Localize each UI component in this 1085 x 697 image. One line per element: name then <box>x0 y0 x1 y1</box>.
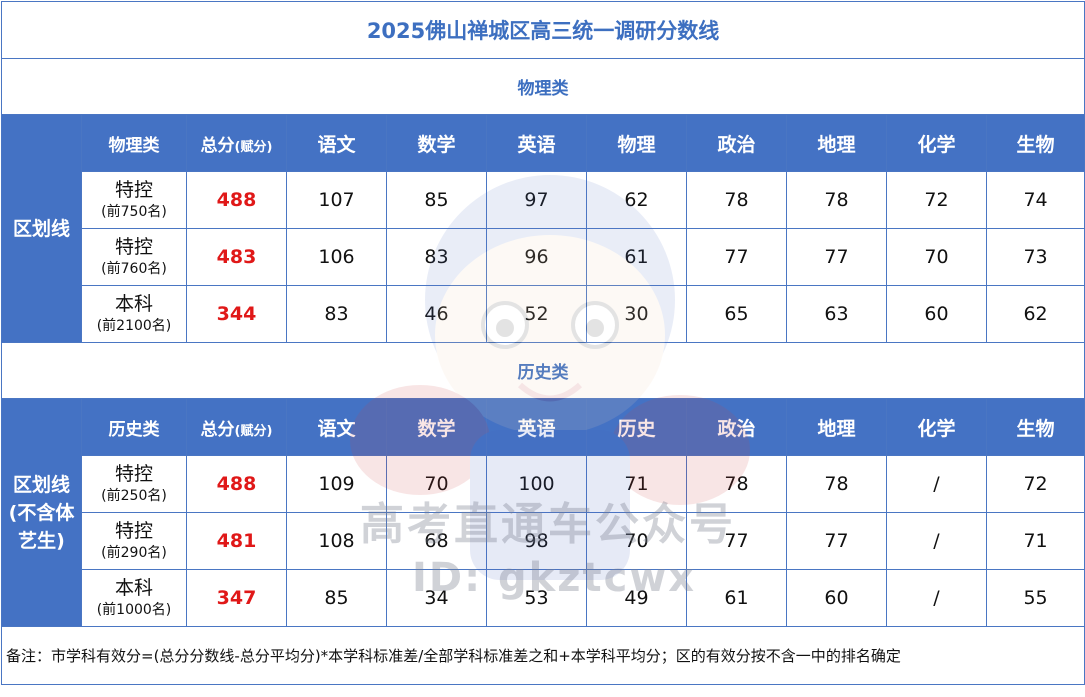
score-cell: 62 <box>985 285 1085 343</box>
total-score: 347 <box>186 569 287 627</box>
score-cell: 34 <box>386 569 487 627</box>
physics-math-header: 数学 <box>386 114 487 172</box>
history-math-header: 数学 <box>386 398 487 456</box>
score-cell: 61 <box>686 569 787 627</box>
score-cell: 97 <box>486 171 587 229</box>
history-english-header: 英语 <box>486 398 587 456</box>
score-cell: 71 <box>985 512 1085 570</box>
level-cell: 特控 (前750名) <box>81 171 187 229</box>
score-cell: 74 <box>985 171 1085 229</box>
score-cell: 61 <box>586 228 687 286</box>
table-row: 本科 (前2100名) 344 83 46 52 30 65 63 60 62 <box>2 285 1085 343</box>
history-category-header: 历史类 <box>81 398 187 456</box>
score-cell: / <box>886 512 987 570</box>
physics-header-row: 区划线 物理类 总分(赋分) 语文 数学 英语 物理 政治 地理 化学 生物 <box>1 114 1085 343</box>
score-cell: 78 <box>686 455 787 513</box>
score-cell: 77 <box>786 228 887 286</box>
level-cell: 本科 (前1000名) <box>81 569 187 627</box>
score-cell: 83 <box>286 285 387 343</box>
table-row: 特控 (前290名) 481 108 68 98 70 77 77 / 71 <box>2 512 1085 570</box>
score-cell: 108 <box>286 512 387 570</box>
score-cell: 72 <box>985 455 1085 513</box>
score-cell: 62 <box>586 171 687 229</box>
physics-english-header: 英语 <box>486 114 587 172</box>
physics-total-header: 总分(赋分) <box>186 114 287 172</box>
score-cell: 77 <box>686 512 787 570</box>
score-cell: 78 <box>686 171 787 229</box>
score-cell: 30 <box>586 285 687 343</box>
score-cell: 55 <box>985 569 1085 627</box>
score-cell: 65 <box>686 285 787 343</box>
total-score: 488 <box>186 455 287 513</box>
score-cell: 77 <box>686 228 787 286</box>
level-cell: 特控 (前760名) <box>81 228 187 286</box>
score-cell: 71 <box>586 455 687 513</box>
score-cell: 98 <box>486 512 587 570</box>
table-row: 特控 (前250名) 488 109 70 100 71 78 78 / 72 <box>2 455 1085 513</box>
page-title: 2025佛山禅城区高三统一调研分数线 <box>0 1 1085 59</box>
physics-category-header: 物理类 <box>81 114 187 172</box>
history-chemistry-header: 化学 <box>886 398 987 456</box>
history-politics-header: 政治 <box>686 398 787 456</box>
history-header-row: 区划线 (不含体 艺生) 历史类 总分(赋分) 语文 数学 英语 历史 政治 地… <box>1 398 1085 627</box>
score-cell: 63 <box>786 285 887 343</box>
physics-section-title: 物理类 <box>0 58 1085 115</box>
score-cell: 77 <box>786 512 887 570</box>
score-cell: 109 <box>286 455 387 513</box>
score-cell: 52 <box>486 285 587 343</box>
table-row: 特控 (前760名) 483 106 83 96 61 77 77 70 73 <box>2 228 1085 286</box>
score-cell: 68 <box>386 512 487 570</box>
history-total-header: 总分(赋分) <box>186 398 287 456</box>
score-cell: 53 <box>486 569 587 627</box>
score-cell: 107 <box>286 171 387 229</box>
total-score: 488 <box>186 171 287 229</box>
physics-geography-header: 地理 <box>786 114 887 172</box>
score-cell: 96 <box>486 228 587 286</box>
history-history-header: 历史 <box>586 398 687 456</box>
history-chinese-header: 语文 <box>286 398 387 456</box>
score-cell: 70 <box>886 228 987 286</box>
physics-chemistry-header: 化学 <box>886 114 987 172</box>
table-row: 本科 (前1000名) 347 85 34 53 49 61 60 / 55 <box>2 569 1085 627</box>
score-cell: 70 <box>386 455 487 513</box>
score-cell: 85 <box>286 569 387 627</box>
footnote: 备注：市学科有效分=(总分分数线-总分平均分)*本学科标准差/全部学科标准差之和… <box>0 626 1085 685</box>
score-cell: 78 <box>786 171 887 229</box>
total-score: 481 <box>186 512 287 570</box>
history-biology-header: 生物 <box>985 398 1085 456</box>
history-region-label: 区划线 (不含体 艺生) <box>1 398 82 627</box>
score-cell: / <box>886 455 987 513</box>
score-cell: 46 <box>386 285 487 343</box>
physics-physics-header: 物理 <box>586 114 687 172</box>
score-cell: 72 <box>886 171 987 229</box>
physics-region-label: 区划线 <box>1 114 82 343</box>
score-cell: 73 <box>985 228 1085 286</box>
physics-politics-header: 政治 <box>686 114 787 172</box>
physics-biology-header: 生物 <box>985 114 1085 172</box>
score-cell: 83 <box>386 228 487 286</box>
score-cell: 78 <box>786 455 887 513</box>
physics-chinese-header: 语文 <box>286 114 387 172</box>
score-cell: 106 <box>286 228 387 286</box>
total-score: 344 <box>186 285 287 343</box>
table-row: 特控 (前750名) 488 107 85 97 62 78 78 72 74 <box>2 171 1085 229</box>
score-cell: 70 <box>586 512 687 570</box>
score-cell: / <box>886 569 987 627</box>
level-cell: 特控 (前290名) <box>81 512 187 570</box>
total-score: 483 <box>186 228 287 286</box>
history-geography-header: 地理 <box>786 398 887 456</box>
history-section-title: 历史类 <box>0 342 1085 399</box>
score-cell: 49 <box>586 569 687 627</box>
score-cell: 60 <box>886 285 987 343</box>
level-cell: 特控 (前250名) <box>81 455 187 513</box>
score-cell: 60 <box>786 569 887 627</box>
score-cell: 100 <box>486 455 587 513</box>
score-cell: 85 <box>386 171 487 229</box>
level-cell: 本科 (前2100名) <box>81 285 187 343</box>
